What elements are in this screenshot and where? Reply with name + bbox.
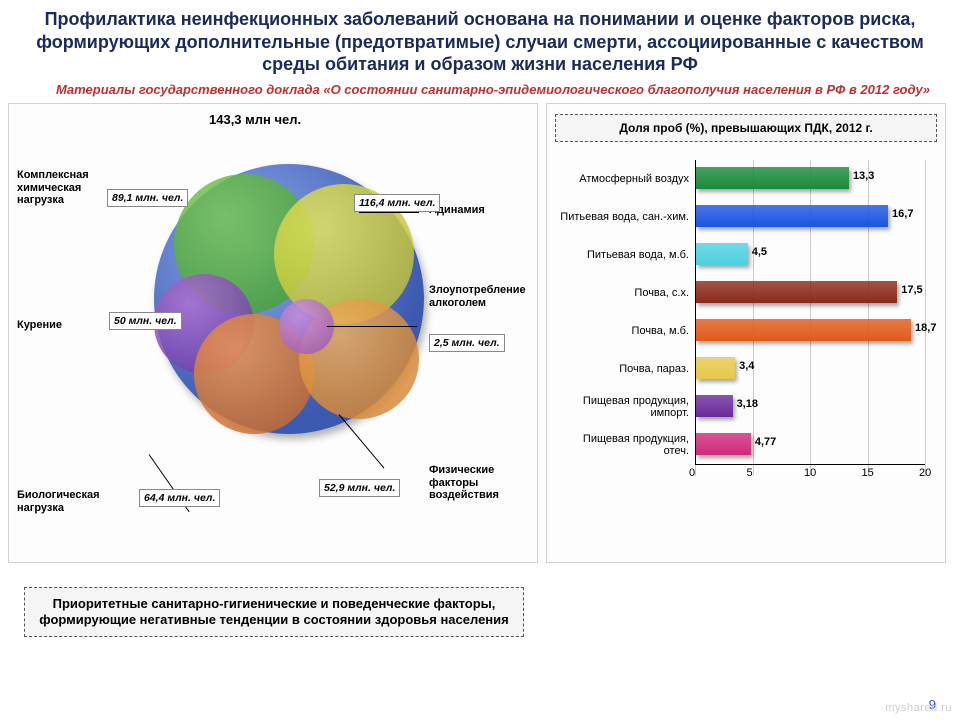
page-title: Профилактика неинфекционных заболеваний …: [0, 0, 960, 80]
x-tick: 5: [747, 467, 753, 479]
bar-value-label: 3,18: [737, 398, 758, 410]
bar-value-label: 4,77: [755, 436, 776, 448]
x-tick: 0: [689, 467, 695, 479]
x-tick: 15: [862, 467, 874, 479]
venn-caption: Приоритетные санитарно-гигиенические и п…: [24, 587, 524, 638]
bar-category-label: Почва, с.х.: [555, 287, 695, 299]
bar-track: 3,4: [695, 350, 937, 388]
bar-track: 13,3: [695, 160, 937, 198]
venn-label-phys: Физические факторы воздействия: [429, 464, 529, 502]
bar-row: Почва, параз. 3,4: [555, 350, 937, 388]
bar-row: Почва, м.б. 18,7: [555, 312, 937, 350]
venn-label-chem: Комплексная химическая нагрузка: [17, 169, 107, 207]
bar-track: 16,7: [695, 198, 937, 236]
bar: [696, 205, 888, 227]
bar-value-label: 3,4: [739, 360, 754, 372]
bar: [696, 167, 849, 189]
bar-track: 4,5: [695, 236, 937, 274]
venn-value-alc: 2,5 млн. чел.: [429, 334, 505, 352]
bar-value-label: 17,5: [901, 284, 922, 296]
venn-panel: 143,3 млн чел. Комплексная химическая на…: [8, 103, 538, 563]
bar: [696, 243, 748, 265]
bar-track: 18,7: [695, 312, 937, 350]
bar-value-label: 13,3: [853, 170, 874, 182]
venn-total-label: 143,3 млн чел.: [209, 112, 301, 127]
bar-chart: Атмосферный воздух 13,3 Питьевая вода, сан…: [555, 160, 937, 520]
venn-value-bio: 64,4 млн. чел.: [139, 489, 220, 507]
venn-value-smoke: 50 млн. чел.: [109, 312, 182, 330]
panels-row: 143,3 млн чел. Комплексная химическая на…: [0, 103, 960, 563]
bar-panel: Доля проб (%), превышающих ПДК, 2012 г. …: [546, 103, 946, 563]
bar: [696, 395, 733, 417]
bar-row: Питьевая вода, сан.-хим. 16,7: [555, 198, 937, 236]
venn-label-bio: Биологическая нагрузка: [17, 489, 117, 514]
leader-line: [327, 326, 417, 327]
bar-row: Атмосферный воздух 13,3: [555, 160, 937, 198]
bar-category-label: Питьевая вода, сан.-хим.: [555, 211, 695, 223]
x-tick: 10: [804, 467, 816, 479]
bar-value-label: 18,7: [915, 322, 936, 334]
bar-track: 4,77: [695, 426, 937, 464]
bar-chart-title: Доля проб (%), превышающих ПДК, 2012 г.: [555, 114, 937, 142]
bar-value-label: 16,7: [892, 208, 913, 220]
bar: [696, 319, 911, 341]
bar-value-label: 4,5: [752, 246, 767, 258]
bar-row: Пищевая продукция, отеч. 4,77: [555, 426, 937, 464]
x-tick: 20: [919, 467, 931, 479]
bar-row: Почва, с.х. 17,5: [555, 274, 937, 312]
venn-label-smoke: Курение: [17, 319, 62, 332]
bar: [696, 357, 735, 379]
subtitle: Материалы государственного доклада «О со…: [0, 80, 960, 104]
venn-value-chem: 89,1 млн. чел.: [107, 189, 188, 207]
venn-value-adyn: 116,4 млн. чел.: [354, 194, 440, 212]
leader-line: [359, 212, 419, 213]
bubble-alc: [279, 299, 334, 354]
bar: [696, 281, 897, 303]
bar-row: Пищевая продукция, импорт. 3,18: [555, 388, 937, 426]
bar-row: Питьевая вода, м.б. 4,5: [555, 236, 937, 274]
bar-category-label: Почва, м.б.: [555, 325, 695, 337]
venn-value-phys: 52,9 млн. чел.: [319, 479, 400, 497]
bar-category-label: Пищевая продукция, импорт.: [555, 395, 695, 419]
bar-track: 17,5: [695, 274, 937, 312]
bar-category-label: Пищевая продукция, отеч.: [555, 433, 695, 457]
bar: [696, 433, 751, 455]
bar-track: 3,18: [695, 388, 937, 426]
watermark: myshared.ru: [885, 702, 952, 714]
bar-category-label: Питьевая вода, м.б.: [555, 249, 695, 261]
x-axis: 05101520: [695, 464, 925, 482]
venn-label-alc: Злоупотребление алкоголем: [429, 284, 529, 309]
bar-category-label: Почва, параз.: [555, 363, 695, 375]
bar-category-label: Атмосферный воздух: [555, 173, 695, 185]
